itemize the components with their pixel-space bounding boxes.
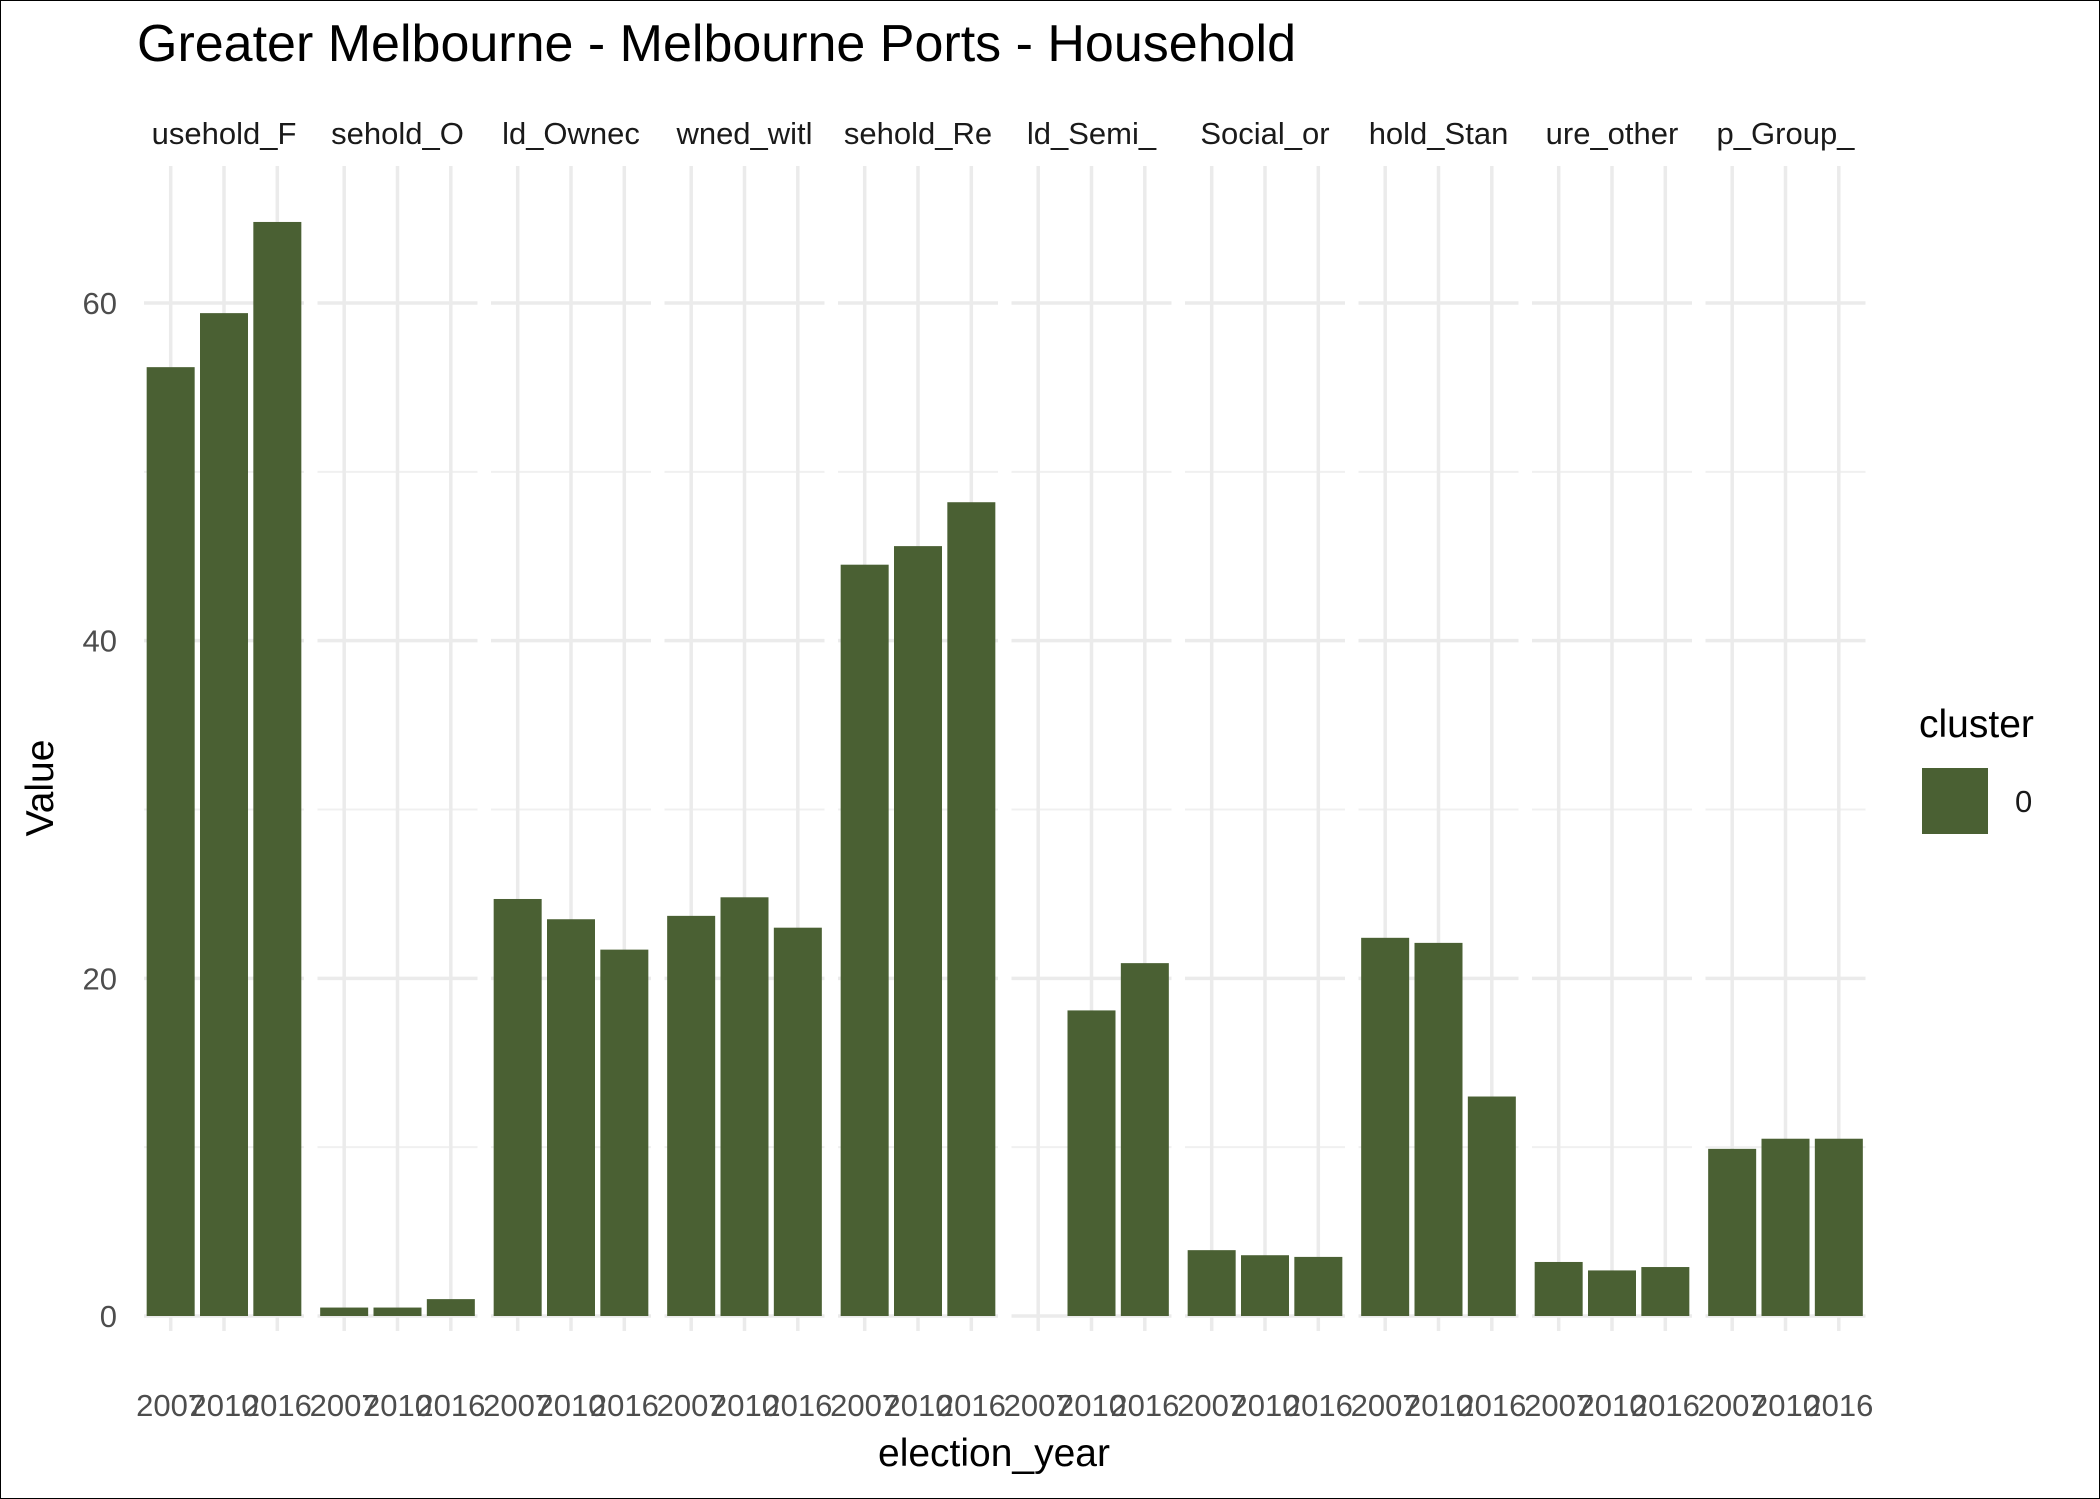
bar xyxy=(947,502,996,1316)
y-axis-ticks: 0 20 40 60 xyxy=(83,286,117,1334)
x-tick-label: 2007 xyxy=(483,1388,552,1423)
x-tick-label: 2007 xyxy=(136,1388,205,1423)
bar xyxy=(1067,1010,1116,1316)
x-tick-label: 2007 xyxy=(310,1388,379,1423)
bar xyxy=(600,949,649,1316)
x-tick-label: 2016 xyxy=(1457,1388,1526,1423)
x-axis-title: election_year xyxy=(878,1432,1110,1475)
facet-strip-label: Social_or xyxy=(1200,116,1329,151)
bar xyxy=(720,897,769,1316)
bar xyxy=(1294,1256,1343,1316)
x-tick-label: 2007 xyxy=(1524,1388,1593,1423)
chart-title: Greater Melbourne - Melbourne Ports - Ho… xyxy=(137,15,1296,73)
x-tick-label: 2010 xyxy=(1231,1388,1300,1423)
facet-panels: usehold_F200720102016sehold_O20072010201… xyxy=(136,116,1873,1423)
x-tick-label: 2007 xyxy=(1698,1388,1767,1423)
x-tick-label: 2016 xyxy=(1110,1388,1179,1423)
bar xyxy=(320,1307,369,1316)
facet-strip-label: hold_Stan xyxy=(1369,116,1509,151)
x-tick-label: 2016 xyxy=(1804,1388,1873,1423)
x-tick-label: 2007 xyxy=(1351,1388,1420,1423)
x-tick-label: 2007 xyxy=(830,1388,899,1423)
facet-strip-label: ld_Semi_ xyxy=(1027,116,1157,151)
facet-strip-label: sehold_O xyxy=(331,116,464,151)
x-tick-label: 2016 xyxy=(937,1388,1006,1423)
legend-label: 0 xyxy=(2015,784,2032,819)
x-tick-label: 2010 xyxy=(190,1388,259,1423)
facet-strip-label: sehold_Re xyxy=(844,116,992,151)
legend-key xyxy=(1922,768,1988,834)
x-tick-label: 2016 xyxy=(243,1388,312,1423)
x-tick-label: 2010 xyxy=(710,1388,779,1423)
legend: cluster 0 xyxy=(1919,703,2034,834)
x-tick-label: 2007 xyxy=(657,1388,726,1423)
x-tick-label: 2010 xyxy=(1057,1388,1126,1423)
bar xyxy=(1534,1261,1583,1316)
bar xyxy=(253,221,302,1317)
bar xyxy=(773,927,822,1316)
facet-strip-label: p_Group_ xyxy=(1717,116,1856,151)
bar xyxy=(1814,1138,1863,1316)
bar xyxy=(1120,963,1169,1316)
x-tick-label: 2010 xyxy=(363,1388,432,1423)
bar xyxy=(373,1307,422,1316)
bar xyxy=(1187,1250,1236,1316)
x-tick-label: 2016 xyxy=(416,1388,485,1423)
x-tick-label: 2016 xyxy=(1284,1388,1353,1423)
y-axis-title: Value xyxy=(19,740,62,837)
bar xyxy=(547,919,595,1316)
x-tick-label: 2010 xyxy=(1404,1388,1473,1423)
bar xyxy=(840,564,889,1316)
bar xyxy=(1241,1255,1289,1316)
bar xyxy=(200,313,248,1316)
x-tick-label: 2010 xyxy=(884,1388,953,1423)
legend-title: cluster xyxy=(1919,703,2034,746)
y-tick-label: 0 xyxy=(100,1299,117,1334)
x-tick-label: 2010 xyxy=(537,1388,606,1423)
bar xyxy=(894,546,942,1316)
x-tick-label: 2016 xyxy=(763,1388,832,1423)
bar xyxy=(426,1299,475,1316)
bar xyxy=(1588,1270,1636,1316)
y-tick-label: 40 xyxy=(83,624,117,659)
bar xyxy=(1467,1096,1516,1316)
bar xyxy=(493,898,542,1316)
x-tick-label: 2007 xyxy=(1004,1388,1073,1423)
facet-strip-label: wned_witl xyxy=(675,116,812,151)
x-tick-label: 2010 xyxy=(1578,1388,1647,1423)
bar xyxy=(1414,942,1463,1316)
bar xyxy=(667,915,716,1316)
bar xyxy=(1361,937,1410,1316)
y-tick-label: 60 xyxy=(83,286,117,321)
facet-strip-label: ure_other xyxy=(1546,116,1679,151)
bar xyxy=(1708,1148,1757,1316)
x-tick-label: 2016 xyxy=(1631,1388,1700,1423)
bar xyxy=(1641,1267,1690,1316)
x-tick-label: 2007 xyxy=(1177,1388,1246,1423)
x-tick-label: 2010 xyxy=(1751,1388,1820,1423)
y-tick-label: 20 xyxy=(83,961,117,996)
x-tick-label: 2016 xyxy=(590,1388,659,1423)
bar xyxy=(1761,1138,1810,1316)
facet-strip-label: usehold_F xyxy=(152,116,297,151)
facet-strip-label: ld_Ownec xyxy=(502,116,640,151)
bar xyxy=(146,367,195,1316)
